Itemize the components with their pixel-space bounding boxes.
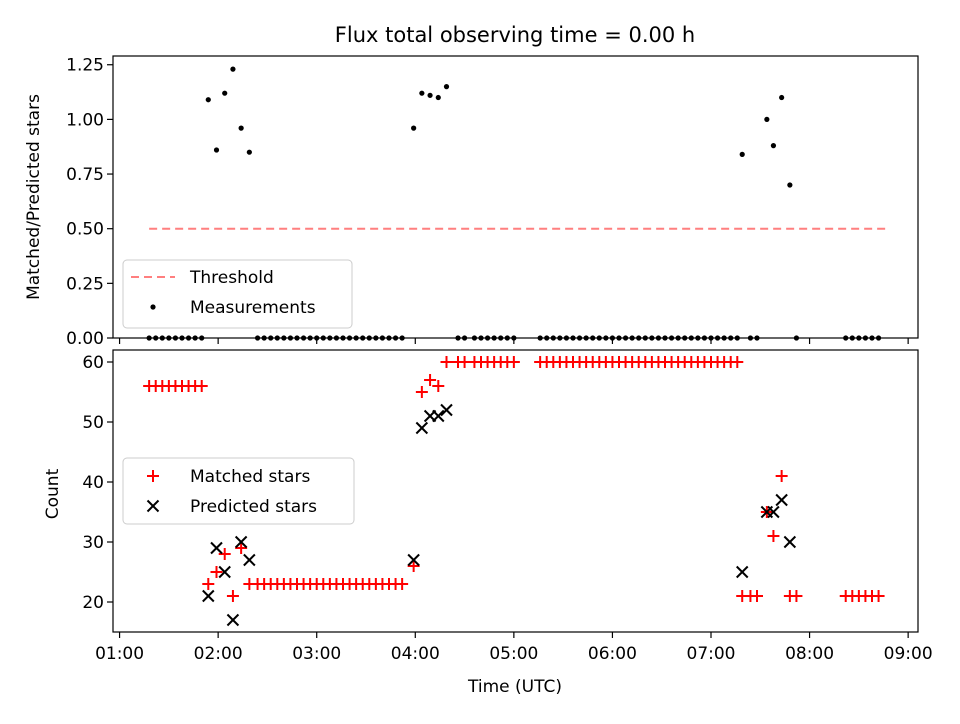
predicted-star-point: [440, 403, 453, 417]
matched-star-point: [396, 578, 409, 590]
y-tick-label: 0.75: [66, 165, 104, 185]
matched-star-point: [407, 560, 420, 572]
legend-matched-swatch: [147, 470, 159, 482]
bottom-y-axis-label: Count: [43, 468, 63, 519]
x-tick-label: 01:00: [95, 644, 144, 664]
x-tick-label: 06:00: [588, 644, 637, 664]
measurement-point: [205, 97, 211, 103]
bottom-panel: Count Time (UTC) 20 30 40 50 60 01:00 02:00 03…: [43, 349, 933, 697]
y-tick-label: 1.00: [66, 110, 104, 130]
measurement-point: [411, 125, 417, 131]
predicted-star-point: [210, 541, 223, 555]
legend-measurements-label: Measurements: [190, 298, 316, 318]
measurement-point: [230, 66, 236, 72]
x-tick-label: 03:00: [292, 644, 341, 664]
y-tick-label: 0.25: [66, 274, 104, 294]
measurement-point: [443, 84, 450, 90]
predicted-star-point: [767, 505, 780, 519]
matched-star-point: [872, 590, 885, 602]
y-tick-label: 0.00: [66, 329, 104, 349]
matched-star-point: [432, 380, 445, 392]
matched-star-point: [767, 530, 780, 542]
measurement-point: [787, 182, 793, 188]
chart-title: Flux total observing time = 0.00 h: [335, 23, 695, 47]
matched-star-point: [440, 356, 453, 368]
matched-star-point: [731, 356, 744, 368]
matched-star-point: [415, 386, 428, 398]
matched-star-point: [507, 356, 520, 368]
measurement-point: [246, 149, 252, 155]
bottom-legend: Matched stars Predicted stars: [122, 457, 355, 525]
top-axes-frame: [112, 55, 919, 339]
y-tick-label: 1.25: [66, 56, 104, 76]
legend-matched-label: Matched stars: [190, 467, 310, 487]
matched-star-point: [210, 566, 223, 578]
y-tick-label: 40: [82, 473, 104, 493]
predicted-star-point: [432, 409, 445, 423]
predicted-star-point: [243, 553, 256, 567]
x-tick-label: 05:00: [489, 644, 538, 664]
measurement-point: [770, 143, 777, 149]
matched-star-point: [202, 578, 215, 590]
predicted-star-point: [783, 535, 797, 549]
bottom-legend-box: [122, 457, 355, 525]
measurement-point: [739, 151, 745, 157]
predicted-star-point: [775, 493, 788, 507]
matched-star-point: [195, 380, 208, 392]
predicted-star-point: [415, 421, 429, 435]
predicted-star-point: [234, 535, 248, 549]
measurement-point: [238, 125, 244, 131]
predicted-star-point: [226, 613, 240, 627]
predicted-star-point: [202, 589, 215, 603]
legend-measurements-swatch: [150, 304, 156, 310]
bottom-x-ticks: 01:00 02:00 03:00 04:00 05:00 06:00 07:00 08:00…: [95, 632, 933, 664]
x-tick-label: 08:00: [785, 644, 834, 664]
legend-x-marker: [146, 499, 160, 513]
measurement-point: [222, 90, 228, 96]
top-panel: Flux total observing time = 0.00 h Match…: [24, 23, 919, 349]
x-tick-label: 07:00: [687, 644, 736, 664]
top-plot-area: [146, 66, 886, 341]
legend-predicted-swatch: [146, 499, 160, 513]
x-tick-label: 04:00: [391, 644, 440, 664]
measurement-point: [764, 116, 770, 122]
legend-threshold-label: Threshold: [189, 268, 274, 288]
matched-star-point: [218, 548, 231, 560]
legend-predicted-label: Predicted stars: [190, 497, 317, 517]
matched-star-point: [235, 542, 248, 554]
measurement-point: [213, 147, 220, 153]
y-tick-label: 60: [82, 353, 104, 373]
top-y-axis-label: Matched/Predicted stars: [24, 94, 44, 300]
predicted-star-point: [736, 565, 749, 579]
x-tick-label: 02:00: [194, 644, 243, 664]
matched-star-point: [226, 590, 239, 602]
matched-star-point: [751, 590, 763, 602]
bottom-y-ticks: 20 30 40 50 60: [82, 353, 113, 613]
top-legend-box: [122, 259, 353, 329]
y-tick-label: 20: [82, 593, 104, 613]
measurement-point: [419, 90, 425, 96]
x-tick-label: 09:00: [884, 644, 933, 664]
measurement-point: [779, 94, 785, 101]
y-tick-label: 50: [82, 413, 104, 433]
bottom-plot-area: [143, 356, 885, 627]
top-y-ticks: 0.00 0.25 0.50 0.75 1.00 1.25: [66, 56, 113, 349]
matched-star-point: [790, 590, 803, 602]
bottom-axes-frame: [112, 349, 919, 633]
measurement-point: [435, 94, 441, 101]
matched-star-point: [424, 374, 437, 386]
measurement-point: [427, 92, 433, 98]
legend-plus-marker: [147, 470, 159, 482]
y-tick-label: 30: [82, 533, 104, 553]
matched-star-point: [775, 470, 788, 482]
top-legend: Threshold Measurements: [122, 259, 353, 329]
y-tick-label: 0.50: [66, 220, 104, 240]
predicted-star-point: [218, 565, 231, 579]
predicted-star-point: [407, 553, 420, 567]
x-axis-label: Time (UTC): [467, 677, 562, 697]
